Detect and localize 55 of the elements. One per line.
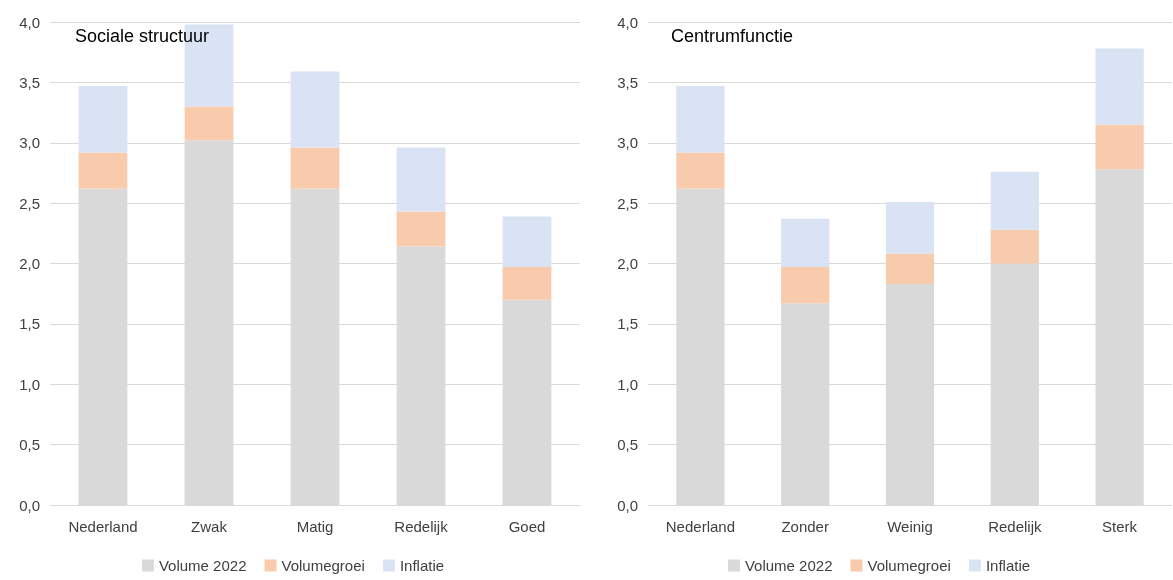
bar	[502, 267, 552, 300]
bar	[396, 211, 446, 247]
y-tick-label: 4,0	[19, 13, 40, 31]
y-tick-label: 3,5	[617, 73, 638, 91]
bar	[290, 71, 340, 148]
y-tick-label: 1,5	[19, 315, 40, 333]
y-tick-label: 3,5	[19, 73, 40, 91]
legend-label: Volume 2022	[744, 557, 833, 574]
x-tick-label: Zwak	[191, 518, 228, 535]
x-tick-label: Weinig	[887, 518, 933, 535]
y-tick-label: 3,0	[19, 134, 40, 152]
x-tick-label: Goed	[508, 518, 546, 535]
bar	[990, 229, 1039, 264]
legend-label: Volumegroei	[867, 557, 951, 574]
bar	[676, 152, 725, 189]
x-tick-label: Sterk	[1102, 518, 1138, 535]
legend-label: Volumegroei	[281, 557, 365, 574]
bar	[781, 218, 830, 268]
bar	[1095, 124, 1144, 170]
x-tick-label: Redelijk	[988, 518, 1042, 535]
x-tick-label: Zonder	[781, 518, 829, 535]
chart-title: Centrumfunctie	[671, 26, 794, 46]
bar	[78, 86, 128, 153]
bar	[676, 86, 725, 153]
bar	[396, 147, 446, 212]
bar	[78, 152, 128, 189]
x-tick-label: Nederland	[68, 518, 138, 535]
y-tick-label: 0,5	[19, 436, 40, 454]
bar	[990, 171, 1039, 230]
bar	[885, 201, 935, 254]
y-tick-label: 2,5	[617, 194, 638, 212]
y-tick-label: 4,0	[617, 13, 638, 31]
y-tick-label: 0,0	[617, 496, 638, 514]
bar	[1095, 48, 1144, 125]
bar	[885, 253, 935, 285]
bar	[290, 147, 340, 189]
legend-label: Volume 2022	[158, 557, 247, 574]
x-tick-label: Nederland	[665, 518, 736, 535]
x-tick-label: Matig	[296, 518, 334, 535]
bar	[184, 106, 234, 141]
y-tick-label: 2,0	[19, 255, 40, 272]
y-tick-label: 0,5	[617, 436, 638, 454]
y-tick-label: 0,0	[19, 496, 40, 514]
bar	[781, 267, 830, 304]
y-tick-label: 1,0	[19, 375, 40, 393]
y-tick-label: 1,0	[617, 375, 638, 393]
y-tick-label: 3,0	[617, 134, 638, 152]
chart-title: Sociale structuur	[75, 26, 210, 46]
legend-label: Inflatie	[399, 557, 445, 574]
y-tick-label: 2,0	[617, 255, 638, 272]
legend-label: Inflatie	[985, 557, 1031, 574]
x-tick-label: Redelijk	[394, 518, 449, 535]
bar	[502, 216, 552, 268]
y-tick-label: 1,5	[617, 315, 638, 333]
y-tick-label: 2,5	[19, 194, 40, 212]
